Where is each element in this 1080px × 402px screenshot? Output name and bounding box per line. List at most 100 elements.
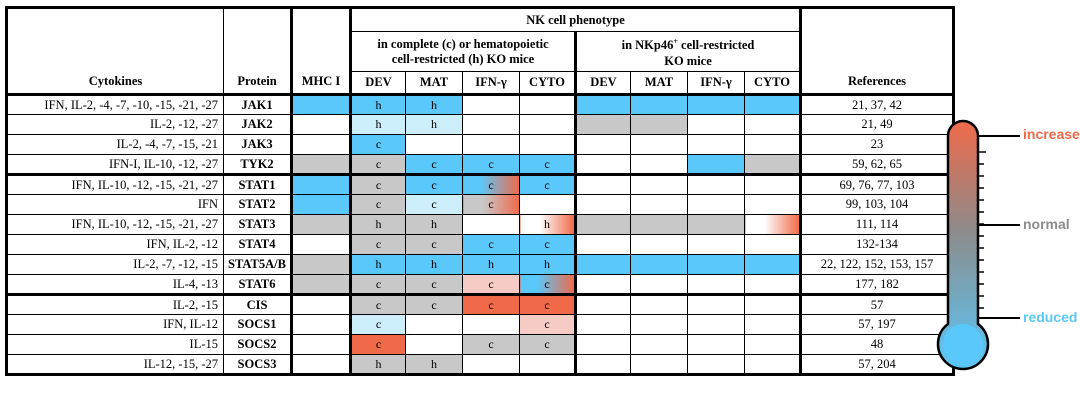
phenotype-nkp46-cell [687,194,745,215]
table-row: IL-12, -15, -27 SOCS3 h h 57, 204 [5,354,955,376]
protein-cell: SOCS3 [223,354,292,376]
cytokines-cell: IL-15 [5,334,224,355]
phenotype-complete-cell: h [405,254,463,275]
phenotype-nkp46-cell [687,354,745,376]
phenotype-nkp46-cell [630,214,688,235]
table-row: IFN, IL-12 SOCS1 c c 57, 197 [5,314,955,335]
phenotype-complete-cell [519,114,576,135]
phenotype-complete-cell [462,114,520,135]
phenotype-complete-cell [462,354,520,376]
table-row: IFN, IL-2, -4, -7, -10, -15, -21, -27 JAK… [5,94,955,115]
cytokines-cell: IL-4, -13 [5,274,224,295]
references-cell: 57, 197 [800,314,955,335]
cytokines-cell: IFN, IL-10, -12, -15, -21, -27 [5,214,224,235]
phenotype-complete-cell: c [519,173,576,195]
phenotype-complete-cell: c [349,314,406,335]
thermometer-icon [936,119,1020,371]
header-mhc: MHC I [290,6,351,96]
phenotype-complete-cell: c [462,334,520,355]
phenotype-nkp46-cell [687,234,745,255]
phenotype-complete-cell: c [519,234,576,255]
cytokines-cell: IFN, IL-2, -4, -7, -10, -15, -21, -27 [5,94,224,115]
phenotype-complete-cell [462,314,520,335]
phenotype-nkp46-cell [630,234,688,255]
phenotype-complete-cell: c [462,293,520,315]
protein-cell: JAK1 [223,94,292,115]
references-cell: 132-134 [800,234,955,255]
phenotype-nkp46-cell [687,274,745,295]
phenotype-complete-cell: c [462,234,520,255]
table-row: IL-2, -4, -7, -15, -21 JAK3 c 23 [5,134,955,155]
mhc-cell [290,354,351,376]
phenotype-nkp46-cell [687,293,745,315]
phenotype-complete-cell: h [349,354,406,376]
header-nkp46-line1b: cell-restricted [677,38,755,53]
phenotype-complete-cell: c [519,334,576,355]
phenotype-complete-cell: c [462,154,520,175]
phenotype-nkp46-cell [687,94,745,115]
phenotype-nkp46-cell [574,173,631,195]
phenotype-nkp46-cell [744,94,802,115]
phenotype-nkp46-cell [744,334,802,355]
protein-cell: JAK2 [223,114,292,135]
phenotype-complete-cell: h [349,214,406,235]
phenotype-complete-cell: c [462,173,520,195]
phenotype-complete-cell [519,134,576,155]
protein-cell: TYK2 [223,154,292,175]
col-nkp46-2: IFN-γ [687,71,745,96]
references-cell: 21, 37, 42 [800,94,955,115]
cytokines-cell: IL-2, -15 [5,293,224,315]
references-cell: 57 [800,293,955,315]
table-row: IL-2, -12, -27 JAK2 h h 21, 49 [5,114,955,135]
phenotype-nkp46-cell [630,254,688,275]
protein-cell: STAT3 [223,214,292,235]
phenotype-nkp46-cell [630,293,688,315]
legend-normal-label: normal [1023,216,1070,232]
header-nkp46-line2: KO mice [664,53,712,68]
phenotype-nkp46-cell [687,154,745,175]
mhc-cell [290,293,351,315]
references-cell: 111, 114 [800,214,955,235]
nk-phenotype-table: Cytokines Protein MHC I NK cell phenotyp… [5,6,955,376]
mhc-cell [290,314,351,335]
phenotype-complete-cell [462,214,520,235]
phenotype-nkp46-cell [630,94,688,115]
phenotype-complete-cell: c [405,154,463,175]
phenotype-complete-cell: c [519,293,576,315]
phenotype-complete-cell: c [405,173,463,195]
mhc-cell [290,194,351,215]
mhc-cell [290,214,351,235]
phenotype-complete-cell: c [349,134,406,155]
phenotype-nkp46-cell [574,214,631,235]
phenotype-complete-cell: h [349,114,406,135]
cytokines-cell: IL-2, -4, -7, -15, -21 [5,134,224,155]
phenotype-nkp46-cell [630,154,688,175]
phenotype-complete-cell: h [349,94,406,115]
phenotype-complete-cell: h [519,254,576,275]
mhc-cell [290,274,351,295]
protein-cell: STAT2 [223,194,292,215]
cytokines-cell: IFN-I, IL-10, -12, -27 [5,154,224,175]
phenotype-nkp46-cell [574,254,631,275]
phenotype-complete-cell: h [405,114,463,135]
phenotype-nkp46-cell [630,134,688,155]
phenotype-complete-cell: h [405,354,463,376]
phenotype-nkp46-cell [687,314,745,335]
phenotype-nkp46-cell [630,274,688,295]
phenotype-nkp46-cell [744,293,802,315]
table-row: IFN-I, IL-10, -12, -27 TYK2 c c c c 59, 62, 65 [5,154,955,175]
phenotype-complete-cell: h [349,254,406,275]
protein-cell: STAT1 [223,173,292,195]
legend-increased-label: increased [1023,126,1080,142]
protein-cell: STAT4 [223,234,292,255]
cytokines-cell: IFN, IL-2, -12 [5,234,224,255]
phenotype-nkp46-cell [687,134,745,155]
phenotype-complete-cell [405,314,463,335]
phenotype-complete-cell: h [462,254,520,275]
phenotype-complete-cell [519,194,576,215]
phenotype-complete-cell: c [405,194,463,215]
references-cell: 57, 204 [800,354,955,376]
phenotype-complete-cell [405,134,463,155]
references-cell: 48 [800,334,955,355]
legend-reduced-label: reduced [1023,309,1078,325]
